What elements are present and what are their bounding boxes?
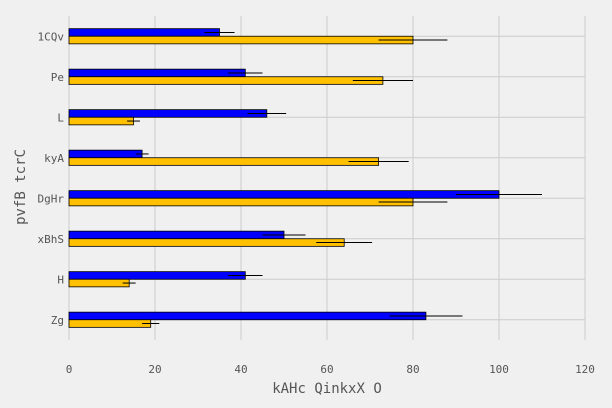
bar: [68, 157, 380, 166]
bar: [68, 76, 384, 85]
x-axis-title: kAHc QinkxX O: [272, 381, 382, 397]
bars-group: [68, 28, 500, 328]
y-tick-label: Pe: [51, 71, 64, 84]
x-tick-label: 20: [148, 363, 161, 376]
x-tick-label: 120: [575, 363, 595, 376]
bar: [68, 149, 143, 159]
bar: [68, 238, 345, 247]
error-bars-group: [122, 31, 542, 325]
y-tick-label: H: [57, 273, 64, 286]
bar: [68, 116, 134, 126]
x-tick-label: 100: [489, 363, 509, 376]
bar: [68, 68, 246, 78]
bar: [68, 190, 500, 199]
y-tick-label: 1CQv: [38, 30, 65, 43]
bar: [68, 35, 414, 45]
y-axis-title: pvfB tcrC: [13, 149, 29, 225]
x-tick-label: 80: [406, 363, 419, 376]
y-tick-label: DgHr: [38, 192, 65, 205]
bar: [68, 197, 414, 207]
bar: [68, 311, 427, 321]
x-tick-label: 40: [234, 363, 247, 376]
y-tick-label: Zg: [51, 314, 64, 327]
y-tick-label: xBhS: [38, 233, 65, 246]
bar: [68, 278, 130, 288]
bar: [68, 28, 220, 37]
x-tick-label: 60: [320, 363, 333, 376]
x-tick-label: 0: [66, 363, 73, 376]
bar: [68, 230, 285, 240]
y-tick-label: L: [57, 111, 64, 124]
y-tick-label: kyA: [44, 152, 64, 165]
bar: [68, 109, 268, 118]
x-tick-labels: 0 20 40 60 80 100 120: [66, 363, 595, 376]
bar: [68, 319, 152, 328]
bar: [68, 271, 246, 280]
